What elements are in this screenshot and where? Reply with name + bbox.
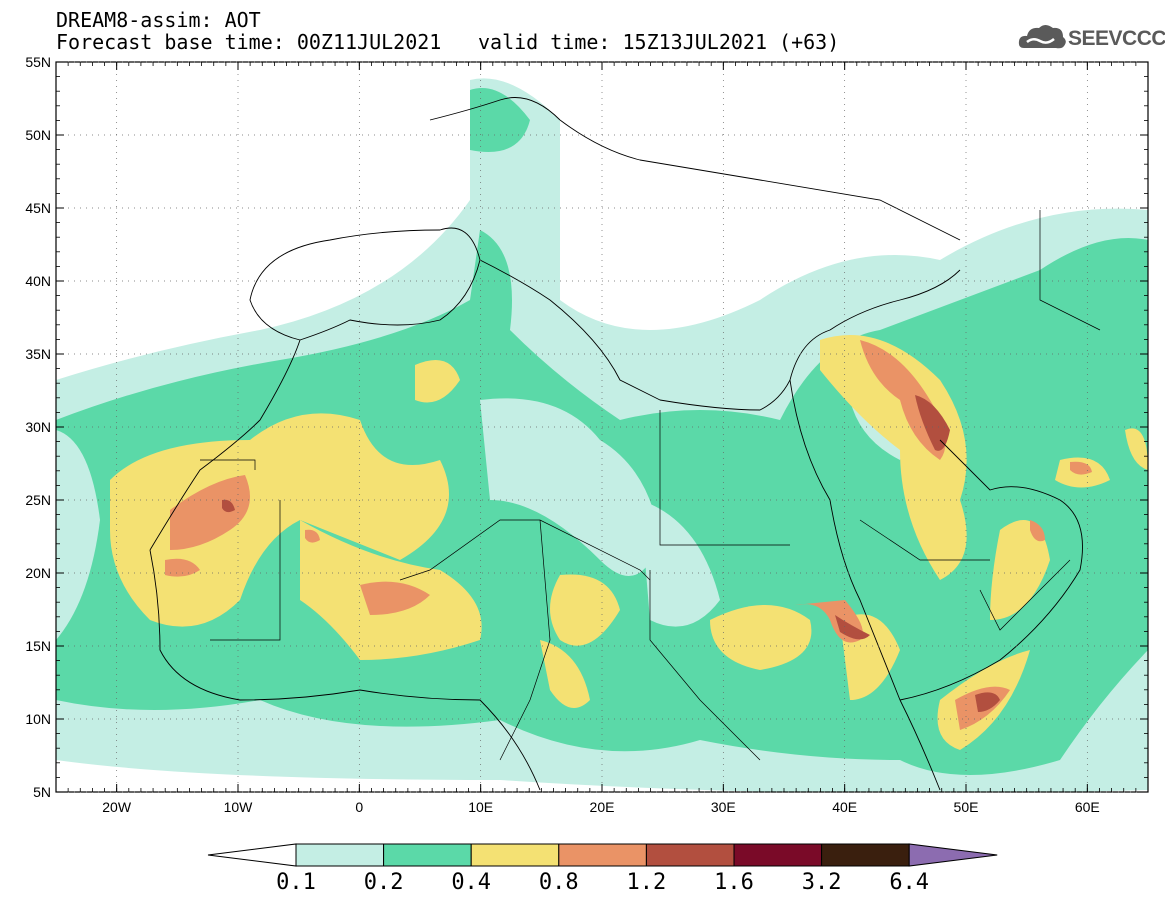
map-title: DREAM8-assim: AOT	[56, 8, 261, 32]
lat-tick-label: 30N	[25, 419, 51, 435]
colorbar-label: 3.2	[801, 870, 842, 895]
lat-tick-label: 35N	[25, 346, 51, 362]
logo-text: SEEVCCC	[1068, 27, 1165, 50]
colorbar-swatch	[821, 843, 910, 867]
colorbar-swatch	[470, 843, 560, 867]
lon-tick-label: 10W	[224, 799, 254, 815]
lon-tick-label: 30E	[711, 799, 736, 815]
lon-tick-label: 60E	[1075, 799, 1100, 815]
colorbar-label: 1.2	[626, 870, 667, 895]
lat-tick-label: 40N	[25, 273, 51, 289]
coastlines	[149, 97, 1083, 791]
lon-tick-label: 10E	[468, 799, 493, 815]
lat-tick-label: 55N	[25, 54, 51, 70]
colorbar-over-arrow	[908, 843, 998, 867]
aot-field	[56, 78, 1148, 792]
forecast-base-time: Forecast base time: 00Z11JUL2021	[56, 30, 442, 54]
colorbar-label: 0.1	[276, 870, 316, 895]
seevccc-logo: SEEVCCC	[1018, 20, 1165, 56]
cloud-logo-icon	[1018, 25, 1066, 49]
lat-tick-label: 15N	[25, 638, 51, 654]
colorbar-swatch	[645, 843, 735, 867]
lon-tick-label: 20W	[102, 799, 132, 815]
lon-tick-label: 0	[355, 799, 363, 815]
colorbar-label: 1.6	[714, 870, 754, 895]
lon-tick-label: 20E	[590, 799, 615, 815]
lat-tick-label: 5N	[33, 784, 51, 800]
lat-tick-label: 20N	[25, 565, 51, 581]
colorbar	[207, 843, 998, 867]
colorbar-label: 0.2	[363, 870, 404, 895]
colorbar-under-arrow	[207, 843, 297, 867]
colorbar-label: 6.4	[889, 870, 930, 895]
lon-tick-label: 50E	[954, 799, 979, 815]
lat-tick-label: 45N	[25, 200, 51, 216]
latitude-axis: 55N 50N 45N 40N 35N 30N 25N 20N 15N 10N 5N	[25, 54, 1148, 800]
colorbar-swatch	[733, 843, 823, 867]
colorbar-swatch	[383, 843, 472, 867]
lat-tick-label: 25N	[25, 492, 51, 508]
lat-tick-label: 50N	[25, 127, 51, 143]
colorbar-swatch	[295, 843, 385, 867]
lon-tick-label: 40E	[832, 799, 857, 815]
longitude-axis: 20W 10W 0 10E 20E 30E 40E 50E 60E	[55, 62, 1149, 815]
colorbar-label: 0.8	[538, 870, 579, 895]
valid-time: valid time: 15Z13JUL2021 (+63)	[478, 30, 840, 54]
colorbar-label: 0.4	[451, 870, 492, 895]
lat-tick-label: 10N	[25, 711, 51, 727]
country-borders	[200, 210, 1101, 761]
colorbar-swatch	[558, 843, 647, 867]
